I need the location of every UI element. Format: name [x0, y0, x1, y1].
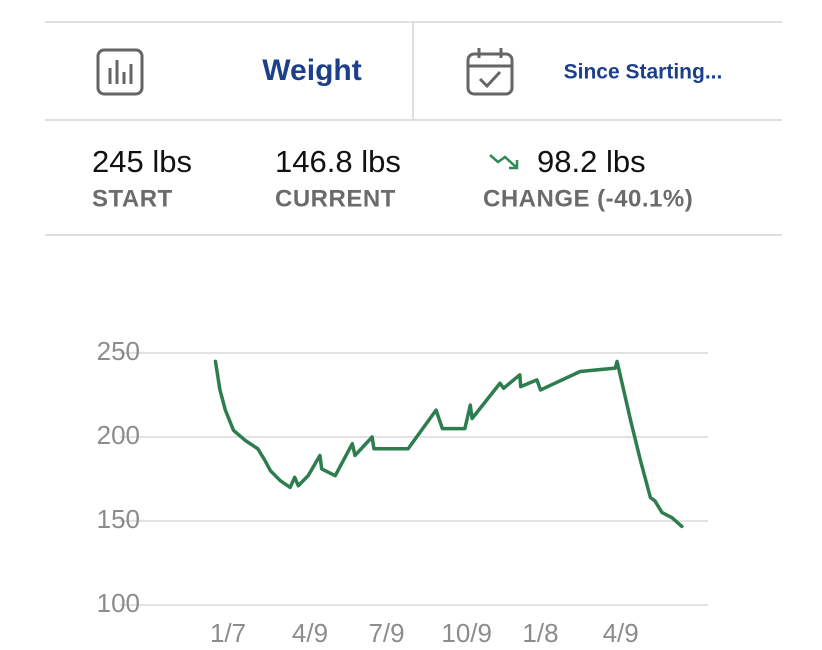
x-tick-label: 4/9 [292, 618, 328, 648]
weight-line [213, 359, 684, 529]
y-tick-label: 200 [97, 420, 140, 450]
y-tick-label: 250 [97, 336, 140, 366]
y-tick-label: 150 [97, 504, 140, 534]
x-tick-label: 4/9 [603, 618, 639, 648]
stat-value: 146.8 lbs [275, 144, 401, 179]
down-arrow [489, 154, 517, 168]
chart-icon[interactable] [96, 48, 144, 96]
x-tick-label: 1/8 [522, 618, 558, 648]
down-arrow-head [509, 160, 519, 170]
range-selector[interactable]: Since Starting... [564, 61, 723, 84]
stat-value: 245 lbs [92, 144, 192, 179]
stat-value: 98.2 lbs [537, 144, 646, 179]
x-tick-label: 1/7 [210, 618, 246, 648]
metric-selector[interactable]: Weight [262, 54, 361, 87]
calendar-icon[interactable] [466, 48, 514, 96]
stat-label: CURRENT [275, 185, 396, 212]
x-tick-label: 10/9 [441, 618, 492, 648]
stat-label: CHANGE (-40.1%) [483, 185, 693, 212]
y-tick-label: 100 [97, 588, 140, 618]
x-tick-label: 7/9 [368, 618, 404, 648]
stat-label: START [92, 185, 173, 212]
